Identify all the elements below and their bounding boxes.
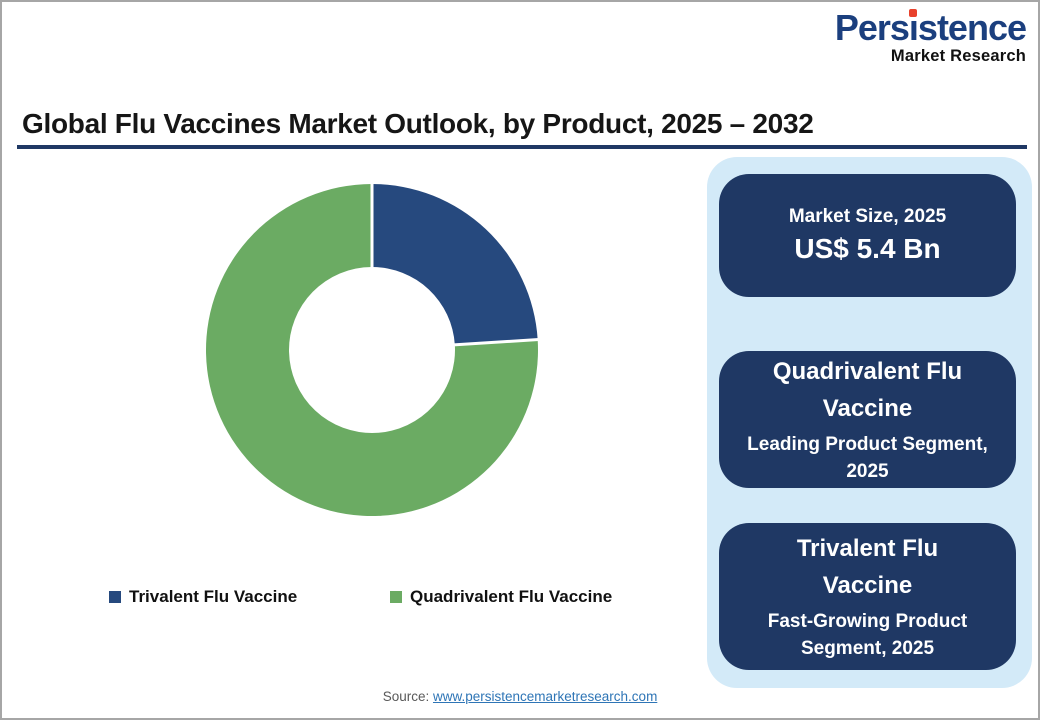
- card-market-size-value: US$ 5.4 Bn: [794, 233, 941, 264]
- card-leading-segment: Quadrivalent Flu Vaccine Leading Product…: [719, 351, 1016, 488]
- logo-text-part: stence: [917, 7, 1027, 48]
- slice-separator: [453, 338, 539, 347]
- donut-slice-0: [372, 184, 538, 345]
- logo-tagline: Market Research: [890, 47, 1026, 65]
- donut-chart-svg: [205, 183, 539, 516]
- logo-wordmark: Persıstence: [834, 7, 1027, 48]
- company-logo: Persıstence Market Research: [834, 7, 1027, 65]
- legend-swatch-quadrivalent: [390, 591, 402, 603]
- title-underline: [17, 145, 1027, 149]
- source-line: Source: www.persistencemarketresearch.co…: [2, 689, 1038, 704]
- card-leading-segment-subtitle: Leading Product Segment, 2025: [747, 433, 988, 483]
- legend-label-trivalent: Trivalent Flu Vaccine: [129, 587, 298, 606]
- donut-chart: [204, 182, 540, 518]
- card-fast-growing-segment-title: Trivalent Flu Vaccine: [796, 535, 939, 600]
- card-fast-growing-segment-subtitle: Fast-Growing Product Segment, 2025: [767, 610, 968, 660]
- card-leading-segment-title: Quadrivalent Flu Vaccine: [772, 358, 963, 423]
- legend-item-trivalent: Trivalent Flu Vaccine: [109, 587, 297, 607]
- page-title: Global Flu Vaccines Market Outlook, by P…: [22, 108, 814, 139]
- source-link[interactable]: www.persistencemarketresearch.com: [432, 689, 658, 704]
- legend-swatch-trivalent: [109, 591, 121, 603]
- donut-slice-1: [205, 184, 538, 516]
- card-market-size-title: Market Size, 2025: [788, 206, 947, 227]
- logo-red-dot-i: ı: [908, 7, 919, 48]
- source-label: Source:: [382, 689, 430, 704]
- legend-label-quadrivalent: Quadrivalent Flu Vaccine: [410, 587, 613, 606]
- card-fast-growing-segment: Trivalent Flu Vaccine Fast-Growing Produ…: [719, 523, 1016, 670]
- logo-text-part: Pers: [834, 7, 910, 48]
- card-market-size: Market Size, 2025 US$ 5.4 Bn: [719, 174, 1016, 297]
- legend-item-quadrivalent: Quadrivalent Flu Vaccine: [390, 587, 612, 607]
